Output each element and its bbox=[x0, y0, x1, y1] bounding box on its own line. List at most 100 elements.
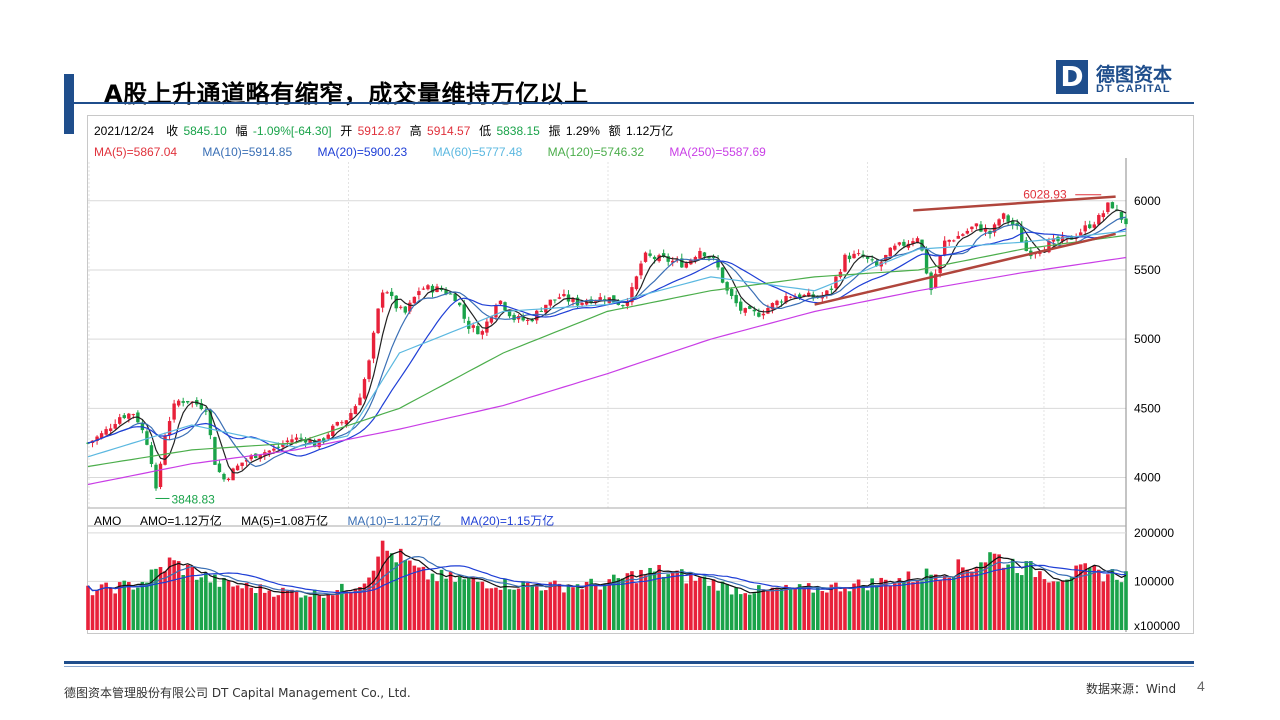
candle-body bbox=[99, 433, 104, 439]
volume-bar bbox=[453, 581, 457, 630]
volume-bar bbox=[897, 578, 902, 630]
candle-body bbox=[231, 468, 235, 481]
volume-bar bbox=[489, 588, 494, 630]
volume-bar bbox=[788, 589, 793, 630]
volume-bar bbox=[1110, 569, 1115, 630]
candle-body bbox=[911, 241, 915, 244]
volume-bar bbox=[362, 583, 367, 630]
volume-bar bbox=[267, 590, 272, 630]
candle-body bbox=[1083, 225, 1087, 232]
volume-bar bbox=[471, 577, 476, 630]
candle-body bbox=[417, 291, 421, 296]
volume-bar bbox=[408, 560, 412, 630]
candle-body bbox=[462, 304, 466, 319]
ma5-line bbox=[87, 209, 1127, 474]
candle-body bbox=[1006, 215, 1010, 222]
candle-body bbox=[938, 255, 942, 274]
volume-bar bbox=[829, 584, 834, 630]
candle-body bbox=[829, 288, 834, 290]
candle-body bbox=[589, 299, 593, 304]
volume-bar bbox=[213, 574, 217, 630]
candle-body bbox=[1097, 215, 1101, 225]
volume-bar bbox=[389, 553, 394, 630]
volume-ma20-line bbox=[87, 564, 1127, 594]
volume-bar bbox=[371, 570, 376, 630]
candle-body bbox=[920, 239, 924, 251]
volume-bar bbox=[902, 581, 906, 630]
volume-bar bbox=[376, 556, 380, 630]
volume-bar bbox=[217, 586, 222, 630]
candle-body bbox=[344, 420, 349, 425]
volume-unit-label: x100000 bbox=[1134, 619, 1180, 633]
change-value: -1.09%[-64.30] bbox=[252, 124, 332, 138]
volume-bar bbox=[575, 584, 580, 630]
amount-label: 额 bbox=[608, 124, 621, 138]
volume-bar bbox=[1065, 579, 1069, 630]
volume-bar bbox=[747, 594, 752, 630]
volume-bar bbox=[657, 564, 661, 630]
candle-body bbox=[965, 230, 970, 234]
volume-bar bbox=[398, 548, 403, 630]
candle-body bbox=[272, 448, 276, 451]
candle-body bbox=[630, 287, 634, 303]
volume-bar bbox=[970, 571, 974, 630]
candle-body bbox=[893, 245, 897, 250]
candle-body bbox=[167, 421, 172, 436]
volume-bar bbox=[1019, 575, 1024, 630]
volume-bar bbox=[417, 567, 421, 630]
candle-body bbox=[285, 440, 290, 443]
candle-body bbox=[693, 257, 698, 262]
ma20-line bbox=[87, 228, 1127, 457]
candle-body bbox=[1106, 202, 1110, 212]
candle-body bbox=[897, 242, 902, 245]
candle-body bbox=[856, 253, 861, 255]
volume-bar bbox=[811, 592, 816, 630]
volume-bar bbox=[507, 589, 512, 630]
volume-bar bbox=[693, 580, 698, 630]
volume-bar bbox=[1038, 571, 1042, 630]
candle-body bbox=[743, 308, 747, 313]
candle-body bbox=[113, 424, 117, 429]
candle-body bbox=[512, 314, 516, 321]
candle-body bbox=[186, 400, 190, 403]
volume-bar bbox=[158, 567, 163, 630]
volume-bar bbox=[1119, 582, 1124, 630]
candle-body bbox=[521, 317, 525, 321]
volume-bar bbox=[530, 585, 535, 630]
volume-bar bbox=[720, 581, 725, 630]
volume-bar bbox=[965, 569, 970, 630]
candle-body bbox=[571, 298, 575, 302]
volume-bar bbox=[294, 591, 299, 630]
candle-body bbox=[335, 422, 340, 426]
volume-bar bbox=[920, 581, 924, 630]
candle-body bbox=[734, 294, 738, 304]
candle-body bbox=[852, 253, 856, 259]
candle-body bbox=[788, 296, 793, 298]
candle-body bbox=[308, 440, 312, 444]
volume-bar bbox=[797, 584, 802, 630]
volume-bar bbox=[145, 582, 149, 630]
volume-bar bbox=[498, 589, 503, 630]
price-tick-label: 5500 bbox=[1134, 263, 1161, 277]
candle-body bbox=[929, 272, 933, 291]
volume-bar bbox=[285, 590, 290, 630]
volume-bar bbox=[689, 572, 693, 630]
candle-body bbox=[1124, 218, 1128, 225]
candle-body bbox=[983, 229, 988, 232]
candle-body bbox=[476, 326, 480, 335]
candle-body bbox=[408, 302, 412, 312]
volume-bar bbox=[770, 587, 775, 630]
candle-body bbox=[766, 308, 770, 314]
volume-bar bbox=[1083, 563, 1088, 630]
volume-bar bbox=[820, 591, 825, 630]
volume-bar bbox=[430, 573, 435, 630]
volume-bar bbox=[480, 581, 485, 630]
candle-body bbox=[825, 290, 829, 296]
volume-bar bbox=[865, 590, 870, 630]
candle-body bbox=[448, 293, 453, 295]
candle-body bbox=[1060, 236, 1065, 242]
quote-info-row: 2021/12/24 收 5845.10 幅 -1.09%[-64.30] 开 … bbox=[94, 122, 675, 139]
volume-bar bbox=[126, 582, 131, 630]
amplitude-label: 振 bbox=[548, 124, 561, 138]
candle-body bbox=[430, 285, 435, 293]
